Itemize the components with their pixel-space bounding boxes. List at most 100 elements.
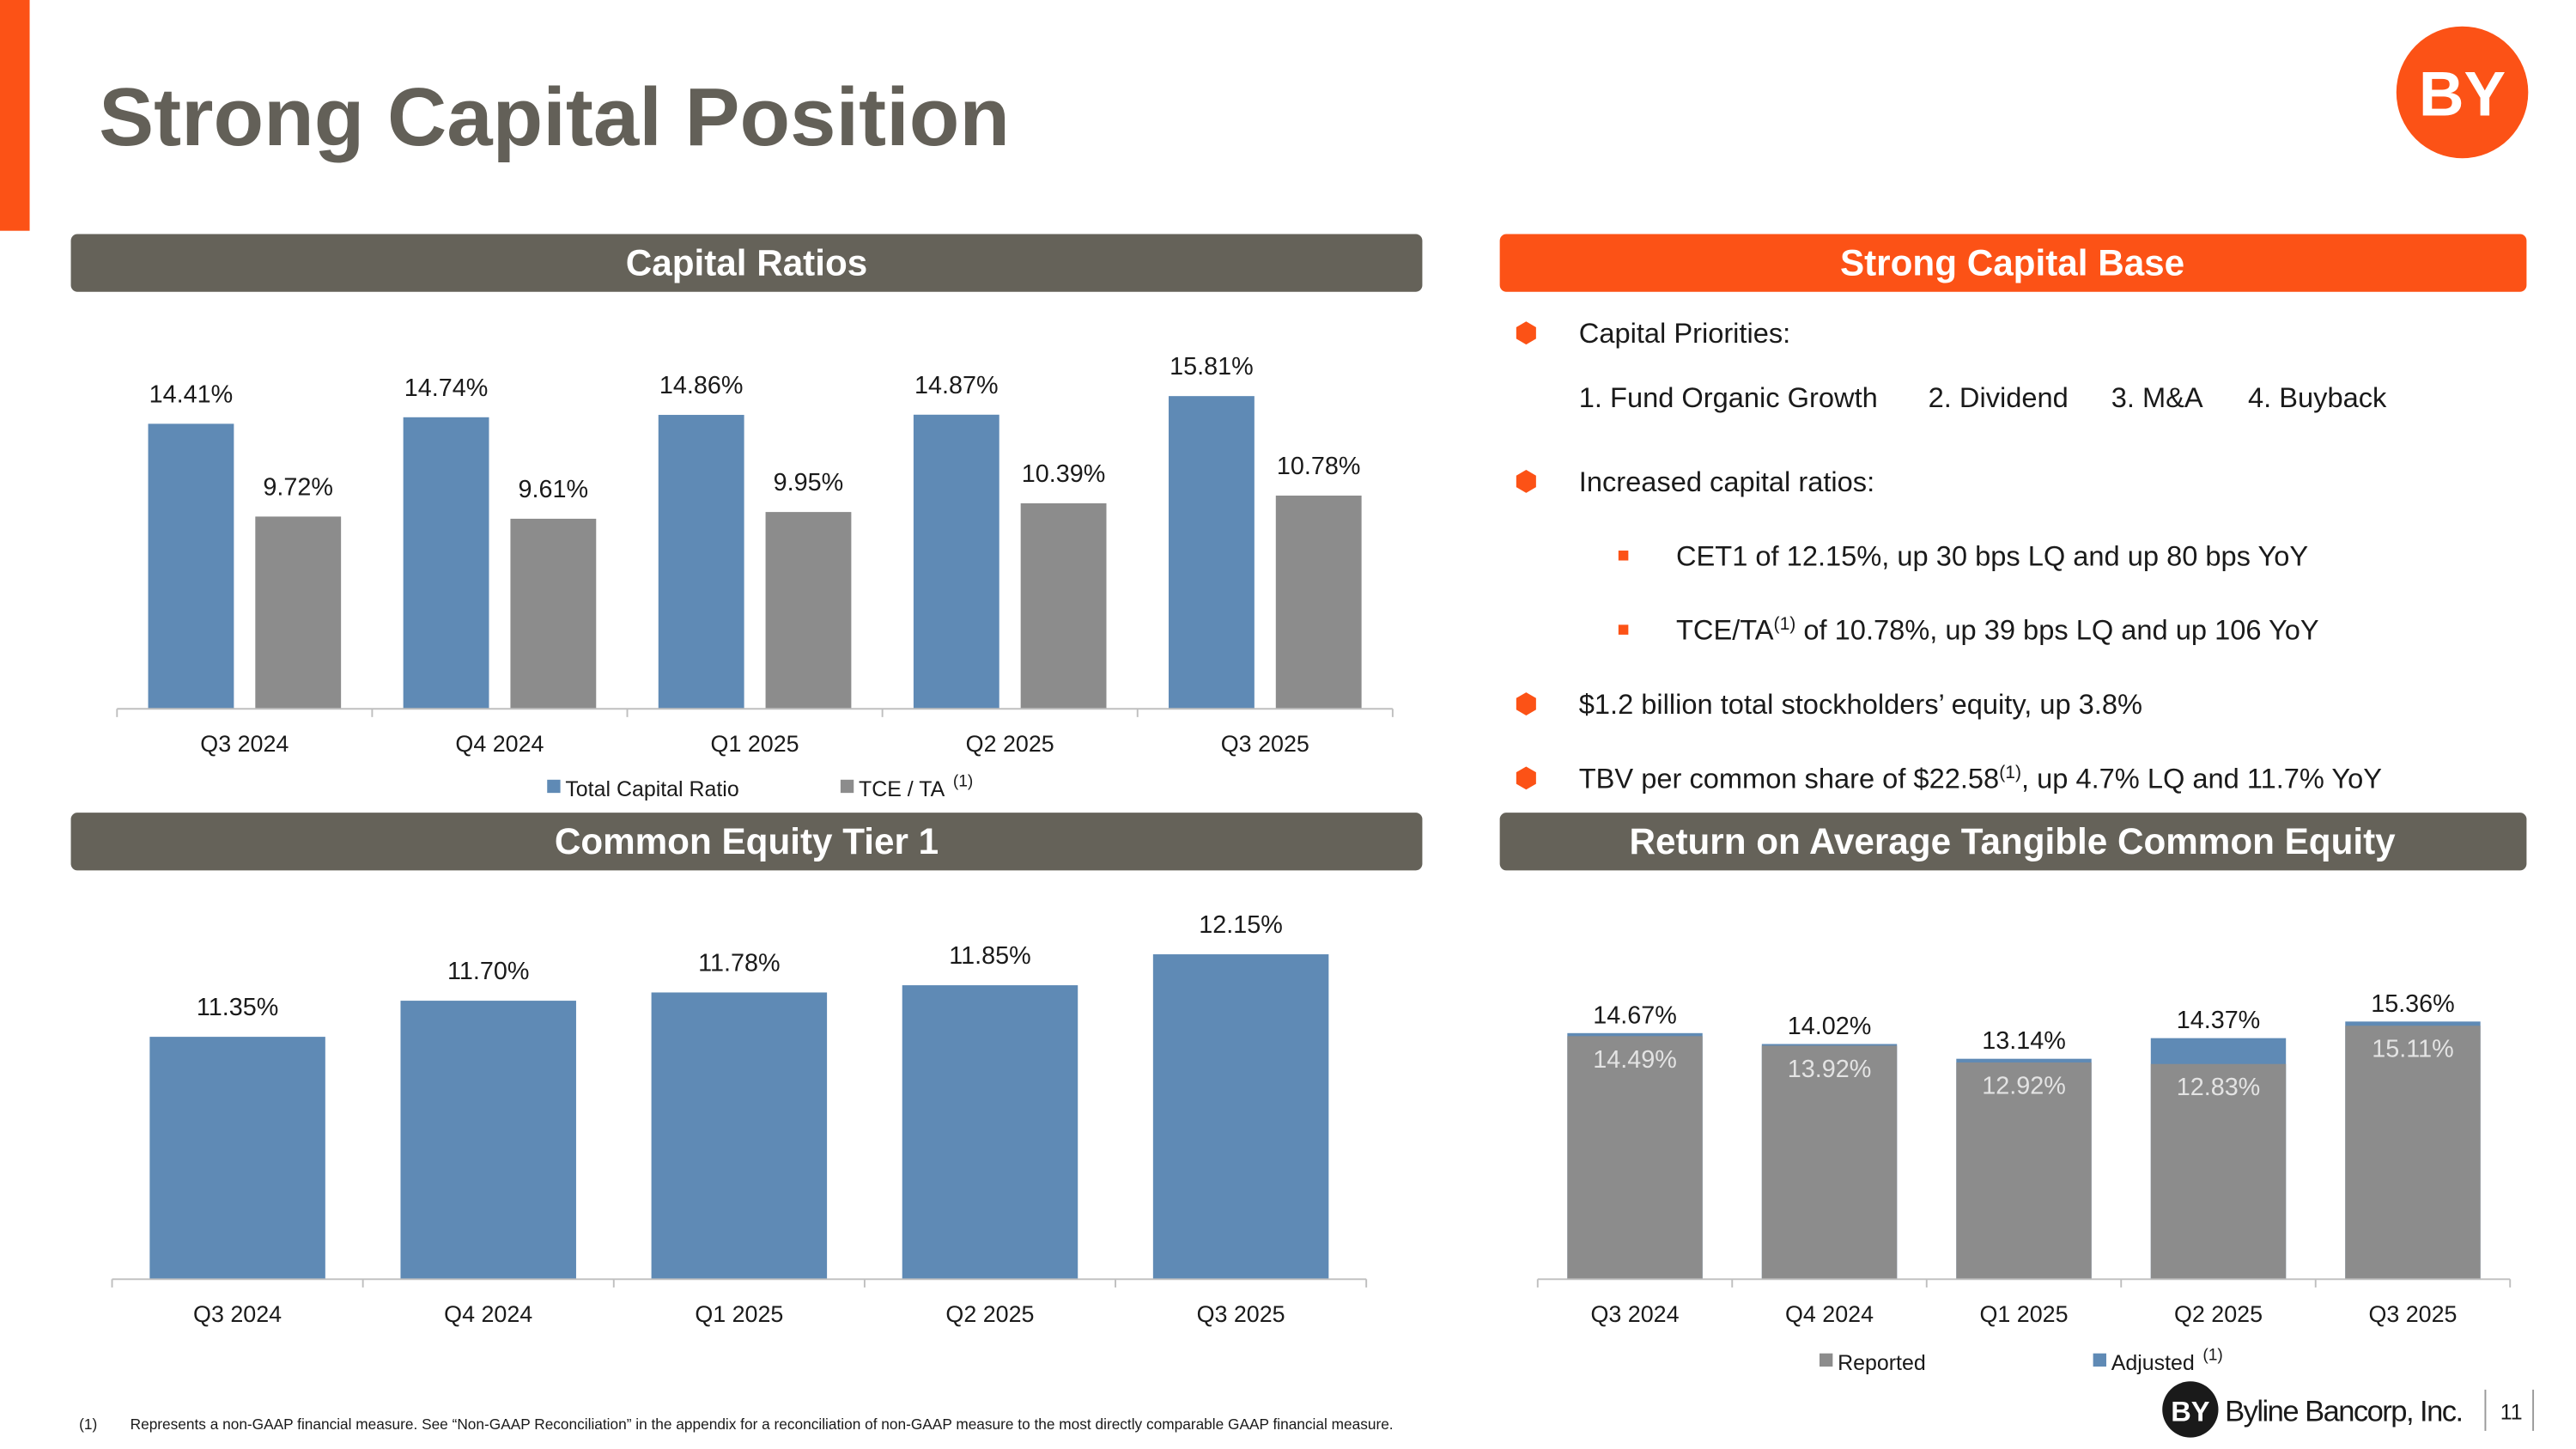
company-name: Byline Bancorp, Inc. (2225, 1395, 2462, 1428)
x-tick-label: Q2 2025 (2174, 1301, 2263, 1327)
bar (255, 516, 342, 709)
panel-header (1499, 813, 2527, 871)
legend-label: TCE / TA (859, 777, 945, 801)
slide-title: Strong Capital Position (99, 71, 1010, 163)
bullet-text: Increased capital ratios: (1579, 466, 1874, 497)
x-tick-label: Q1 2025 (711, 731, 799, 757)
panel-title: Common Equity Tier 1 (555, 821, 939, 861)
priority: 2. Dividend (1929, 381, 2069, 413)
sub-bullet (1618, 551, 1629, 561)
value-label: 13.92% (1788, 1056, 1872, 1083)
bar (2150, 1063, 2287, 1280)
text: TCE/TA (1676, 614, 1774, 646)
sub-bullet-text: CET1 of 12.15%, up 30 bps LQ and up 80 b… (1676, 539, 2308, 571)
x-tick-label: Q1 2025 (1979, 1301, 2068, 1327)
value-label: 14.67% (1593, 1002, 1677, 1029)
bar (1956, 1062, 2092, 1280)
panel-title: Strong Capital Base (1840, 243, 2184, 283)
panel-header (70, 234, 1423, 292)
value-label: 12.92% (1982, 1072, 2066, 1099)
bar (510, 518, 597, 709)
bar (658, 415, 744, 709)
x-tick-label: Q3 2024 (1591, 1301, 1680, 1327)
value-label: 12.15% (1199, 911, 1283, 939)
logo-text: BY (2419, 59, 2506, 129)
value-label: 14.87% (914, 372, 999, 399)
value-label: 13.14% (1982, 1027, 2066, 1055)
bar (1152, 954, 1329, 1280)
footer-logo-text: BY (2171, 1395, 2210, 1427)
text: of 10.78%, up 39 bps LQ and up 106 YoY (1795, 614, 2318, 646)
text: TBV per common share of $22.58 (1579, 762, 1999, 794)
x-tick-label: Q3 2025 (1197, 1301, 1285, 1327)
value-label: 9.95% (774, 469, 844, 496)
panel-title: Capital Ratios (626, 243, 868, 283)
bar (149, 1037, 325, 1280)
bar (148, 423, 234, 709)
bullet (1516, 321, 1536, 345)
bullet-text: TBV per common share of $22.58(1), up 4.… (1579, 762, 2383, 794)
x-tick-label: Q2 2025 (966, 731, 1054, 757)
x-tick-label: Q1 2025 (695, 1301, 783, 1327)
x-tick-label: Q3 2025 (2368, 1301, 2457, 1327)
footnote-marker: (1) (79, 1416, 97, 1433)
legend-swatch (547, 779, 561, 794)
value-label: 11.70% (447, 958, 529, 985)
bar (403, 417, 489, 709)
value-label: 15.11% (2372, 1036, 2453, 1063)
value-label: 14.37% (2177, 1007, 2261, 1034)
panel-header (1499, 234, 2527, 292)
legend-swatch (1820, 1353, 1833, 1367)
bullet (1516, 692, 1536, 715)
legend-label: Adjusted (2111, 1351, 2195, 1375)
x-tick-label: Q2 2025 (945, 1301, 1034, 1327)
value-label: 15.81% (1170, 353, 1254, 381)
x-tick-label: Q4 2024 (1785, 1301, 1874, 1327)
legend-note: (1) (953, 772, 973, 790)
legend-note: (1) (2202, 1346, 2222, 1364)
bar (913, 414, 999, 709)
text: , up 4.7% LQ and 11.7% YoY (2021, 762, 2382, 794)
priority: 4. Buyback (2248, 381, 2387, 413)
bullet (1516, 469, 1536, 493)
value-label: 9.61% (519, 476, 589, 503)
x-tick-label: Q4 2024 (444, 1301, 532, 1327)
legend-swatch (840, 779, 854, 794)
value-label: 10.39% (1022, 460, 1106, 488)
x-tick-label: Q3 2024 (200, 731, 289, 757)
value-label: 9.72% (263, 473, 333, 501)
bullet-text: $1.2 billion total stockholders’ equity,… (1579, 688, 2142, 720)
priority: 1. Fund Organic Growth (1579, 381, 1878, 413)
bullet-text: Capital Priorities: (1579, 317, 1790, 349)
footnote: Represents a non-GAAP financial measure.… (131, 1416, 1394, 1433)
page-number: 11 (2500, 1400, 2523, 1424)
bar (1567, 1036, 1703, 1280)
bar (400, 1001, 576, 1280)
value-label: 14.49% (1593, 1046, 1677, 1074)
bar (651, 992, 828, 1280)
priority: 3. M&A (2111, 381, 2203, 413)
bar (1275, 495, 1362, 709)
panel-header (70, 813, 1423, 871)
value-label: 14.02% (1788, 1013, 1872, 1040)
x-tick-label: Q3 2025 (1221, 731, 1309, 757)
superscript: (1) (1774, 614, 1796, 634)
bullet (1516, 766, 1536, 790)
legend-swatch (2093, 1353, 2106, 1367)
panel-title: Return on Average Tangible Common Equity (1629, 821, 2396, 861)
sub-bullet-text: TCE/TA(1) of 10.78%, up 39 bps LQ and up… (1676, 614, 2319, 646)
value-label: 11.85% (949, 942, 1030, 970)
bar (765, 512, 852, 709)
bar (1020, 502, 1107, 709)
x-tick-label: Q3 2024 (193, 1301, 282, 1327)
bar (1761, 1045, 1898, 1280)
value-label: 11.35% (197, 994, 278, 1021)
legend-label: Reported (1838, 1351, 1926, 1375)
logo (2396, 26, 2529, 159)
footer-logo (2162, 1381, 2219, 1438)
value-label: 14.74% (404, 374, 489, 402)
value-label: 11.78% (698, 950, 780, 977)
bar (1169, 396, 1255, 709)
